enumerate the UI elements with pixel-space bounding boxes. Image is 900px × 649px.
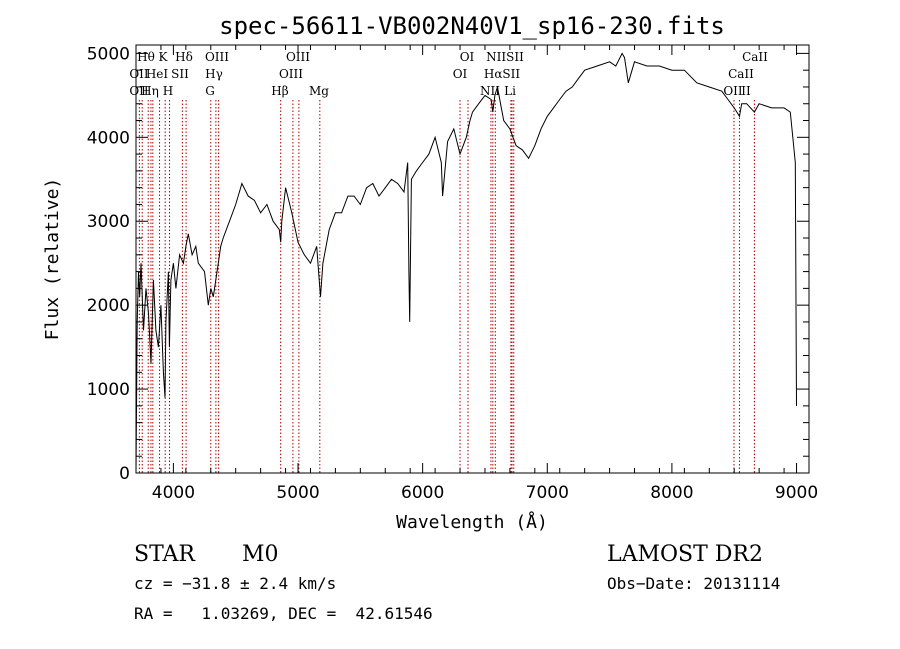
line-label: II bbox=[741, 84, 751, 98]
line-label: Mg bbox=[309, 84, 329, 98]
line-label: HαSII bbox=[484, 67, 521, 81]
x-tick-label: 9000 bbox=[775, 483, 818, 503]
chart-title: spec-56611-VB002N40V1_sp16-230.fits bbox=[219, 12, 725, 40]
y-axis: 0 1000 2000 3000 4000 5000 bbox=[87, 44, 809, 484]
y-tick-label: 1000 bbox=[87, 380, 130, 400]
y-tick-label: 4000 bbox=[87, 128, 130, 148]
x-tick-label: 6000 bbox=[401, 483, 444, 503]
line-label: OIII bbox=[205, 50, 229, 64]
emission-line-markers bbox=[138, 100, 755, 473]
line-label: OII bbox=[129, 67, 149, 81]
line-label: NII bbox=[480, 84, 500, 98]
line-label: Hθ bbox=[137, 50, 155, 64]
line-label: CaII bbox=[742, 50, 768, 64]
line-label: Hδ bbox=[175, 50, 193, 64]
y-tick-label: 0 bbox=[119, 464, 130, 484]
line-label: NIISII bbox=[486, 50, 524, 64]
line-label: CaII bbox=[728, 67, 754, 81]
y-axis-label: Flux (relative) bbox=[42, 178, 63, 341]
line-label: OII bbox=[129, 84, 149, 98]
y-tick-label: 5000 bbox=[87, 44, 130, 64]
y-tick-label: 2000 bbox=[87, 296, 130, 316]
line-label: G bbox=[205, 84, 215, 98]
object-class: STAR bbox=[134, 542, 196, 567]
line-label: OII bbox=[723, 84, 743, 98]
spectrum-line bbox=[135, 52, 797, 474]
line-label: OI bbox=[453, 67, 468, 81]
line-label: Li bbox=[504, 84, 516, 98]
line-label: OIII bbox=[286, 50, 310, 64]
line-label: Hγ bbox=[205, 67, 223, 81]
line-label: OIII bbox=[279, 67, 303, 81]
y-tick-label: 3000 bbox=[87, 212, 130, 232]
line-label: SII bbox=[171, 67, 189, 81]
line-label: OI bbox=[460, 50, 475, 64]
plot-frame bbox=[135, 44, 810, 474]
x-tick-label: 5000 bbox=[276, 483, 319, 503]
observation-date: Obs−Date: 20131114 bbox=[607, 574, 780, 593]
x-tick-label: 8000 bbox=[650, 483, 693, 503]
line-label: Hη bbox=[141, 84, 159, 98]
x-tick-label: 4000 bbox=[152, 483, 195, 503]
line-label: H bbox=[163, 84, 173, 98]
x-tick-label: 7000 bbox=[526, 483, 569, 503]
line-label: Hβ bbox=[271, 84, 288, 98]
redshift-velocity: cz = −31.8 ± 2.4 km/s bbox=[134, 574, 336, 593]
x-axis: 4000 5000 6000 7000 8000 9000 bbox=[135, 45, 818, 503]
line-label: HeI bbox=[146, 67, 169, 81]
object-subclass: M0 bbox=[242, 542, 279, 567]
coordinates: RA = 1.03269, DEC = 42.61546 bbox=[134, 604, 433, 623]
line-label: K bbox=[159, 50, 169, 64]
survey-name: LAMOST DR2 bbox=[607, 542, 763, 567]
x-axis-label: Wavelength (Å) bbox=[396, 511, 548, 533]
